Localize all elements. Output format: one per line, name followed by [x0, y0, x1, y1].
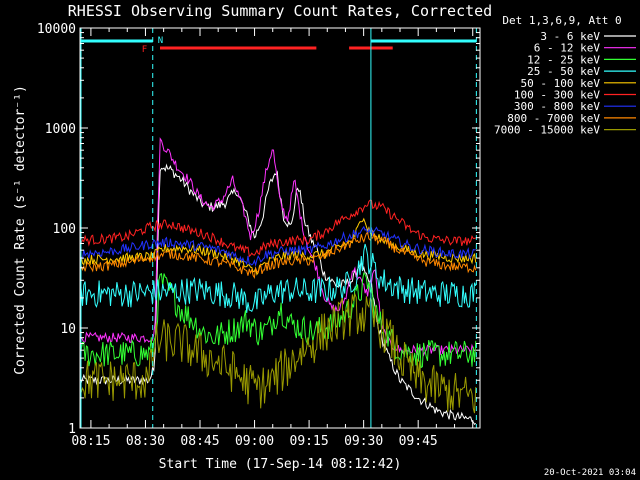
series-line-6 — [79, 225, 476, 267]
series-line-8 — [79, 292, 477, 414]
series-line-3 — [79, 243, 477, 313]
y-tick-label: 10000 — [37, 22, 76, 37]
x-tick-label: 09:45 — [399, 434, 438, 449]
legend-label-1: 6 - 12 keV — [534, 42, 601, 55]
x-tick-label: 09:15 — [290, 434, 329, 449]
x-axis-label: Start Time (17-Sep-14 08:12:42) — [159, 457, 402, 472]
legend-label-2: 12 - 25 keV — [527, 53, 600, 66]
x-tick-label: 09:30 — [344, 434, 383, 449]
x-tick-label: 08:45 — [180, 434, 219, 449]
legend-label-0: 3 - 6 keV — [540, 30, 600, 43]
legend-label-4: 50 - 100 keV — [521, 77, 601, 90]
legend-label-6: 300 - 800 keV — [514, 100, 600, 113]
chart-title: RHESSI Observing Summary Count Rates, Co… — [68, 2, 492, 20]
y-tick-label: 1 — [68, 422, 76, 437]
ticks: 1 10 100 1000 10000 08:15 08:30 08:45 09:00 09:15… — [37, 22, 480, 449]
x-tick-label: 09:00 — [235, 434, 274, 449]
series-line-5 — [79, 199, 476, 258]
flag-bars: NF — [80, 36, 477, 55]
legend-label-8: 7000 - 15000 keV — [494, 124, 600, 137]
flare-flag-label: F — [142, 45, 147, 55]
y-tick-label: 1000 — [45, 122, 76, 137]
legend-label-5: 100 - 300 keV — [514, 89, 600, 102]
series-layer — [79, 137, 477, 426]
x-tick-label: 08:15 — [71, 434, 110, 449]
x-tick-label: 08:30 — [126, 434, 165, 449]
y-tick-label: 100 — [53, 222, 76, 237]
series-line-2 — [79, 272, 477, 369]
y-axis-label: Corrected Count Rate (s⁻¹ detector⁻¹) — [13, 85, 28, 375]
legend-label-3: 25 - 50 keV — [527, 65, 600, 78]
footer-date: 20-Oct-2021 03:04 — [544, 468, 636, 478]
legend-label-7: 800 - 7000 keV — [507, 112, 600, 125]
y-tick-label: 10 — [60, 322, 76, 337]
night-flag-label: N — [158, 36, 163, 46]
series-line-7 — [79, 231, 477, 279]
legend-title: Det 1,3,6,9, Att 0 — [502, 14, 621, 27]
